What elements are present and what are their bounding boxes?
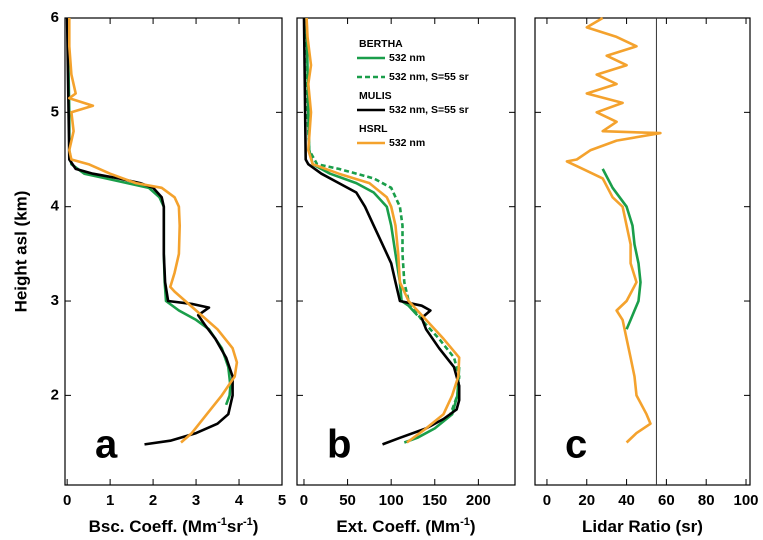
x-tick-label: 5 [278, 492, 286, 509]
panel-label: a [95, 423, 118, 467]
x-tick-label: 100 [734, 492, 759, 509]
x-axis-label-part: Lidar Ratio (sr) [582, 517, 703, 536]
legend-group: MULIS [359, 90, 392, 102]
y-tick-label: 4 [51, 198, 60, 215]
plot-frame [296, 17, 516, 486]
x-axis-label: Bsc. Coeff. (Mm-1sr-1) [89, 516, 259, 537]
x-axis-label-part: -1 [217, 516, 227, 528]
y-tick-label: 6 [51, 9, 59, 26]
x-tick-label: 200 [466, 492, 491, 509]
x-axis-label-part: -1 [460, 516, 470, 528]
panel-label: b [327, 423, 351, 467]
y-tick-label: 2 [51, 386, 59, 403]
x-axis-label: Lidar Ratio (sr) [582, 517, 703, 536]
legend-group: HSRL [359, 123, 388, 135]
x-axis-label: Ext. Coeff. (Mm-1) [336, 516, 475, 537]
x-axis-label-part: sr [227, 517, 243, 536]
x-tick-label: 0 [543, 492, 551, 509]
x-tick-label: 150 [422, 492, 447, 509]
x-tick-label: 20 [578, 492, 595, 509]
profile-line [302, 17, 461, 446]
legend-label: 532 nm [389, 52, 425, 64]
x-axis-label-part: Ext. Coeff. (Mm [336, 517, 460, 536]
legend-group: BERTHA [359, 38, 403, 50]
x-tick-label: 4 [235, 492, 244, 509]
x-tick-label: 60 [658, 492, 675, 509]
x-tick-label: 2 [149, 492, 157, 509]
x-axis-label-part: Bsc. Coeff. (Mm [89, 517, 217, 536]
legend-label: 532 nm, S=55 sr [389, 71, 469, 83]
x-tick-label: 100 [379, 492, 404, 509]
x-tick-label: 0 [300, 492, 308, 509]
y-tick-label: 3 [51, 292, 59, 309]
y-tick-label: 5 [51, 103, 59, 120]
profile-line [601, 168, 642, 330]
profile-line [65, 17, 234, 446]
x-tick-label: 0 [63, 492, 71, 509]
plot-frame [534, 17, 751, 486]
x-axis-label-part: ) [470, 517, 476, 536]
legend-label: 532 nm, S=55 sr [389, 104, 469, 116]
profile-line [68, 18, 239, 444]
profile-line [305, 17, 461, 444]
x-axis-label-part: ) [253, 517, 259, 536]
profile-line [66, 17, 232, 406]
x-tick-label: 50 [339, 492, 356, 509]
x-tick-label: 3 [192, 492, 200, 509]
legend-label: 532 nm [389, 137, 425, 149]
panel-label: c [565, 423, 587, 467]
x-tick-label: 80 [698, 492, 715, 509]
y-axis-label: Height asl (km) [11, 191, 30, 313]
plot-frame [64, 17, 283, 486]
profile-line [305, 17, 461, 415]
x-tick-label: 40 [618, 492, 635, 509]
profile-line [565, 16, 662, 444]
x-tick-label: 1 [106, 492, 114, 509]
x-axis-label-part: -1 [243, 516, 253, 528]
